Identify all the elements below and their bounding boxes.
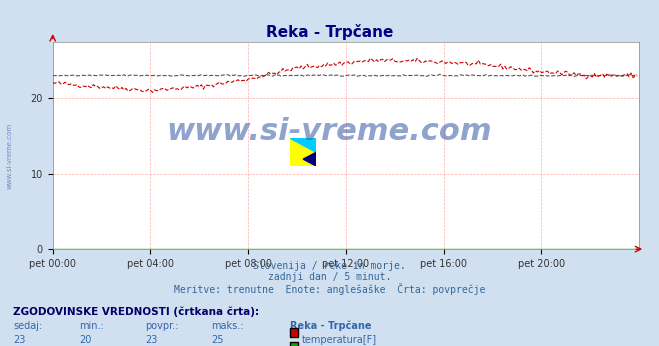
Text: temperatura[F]: temperatura[F]: [302, 335, 377, 345]
Text: zadnji dan / 5 minut.: zadnji dan / 5 minut.: [268, 272, 391, 282]
Polygon shape: [303, 152, 316, 166]
Text: maks.:: maks.:: [211, 321, 243, 331]
Text: 23: 23: [145, 335, 158, 345]
Text: ZGODOVINSKE VREDNOSTI (črtkana črta):: ZGODOVINSKE VREDNOSTI (črtkana črta):: [13, 306, 259, 317]
Text: Reka - Trpčane: Reka - Trpčane: [266, 24, 393, 40]
Text: Meritve: trenutne  Enote: anglešaške  Črta: povprečje: Meritve: trenutne Enote: anglešaške Črta…: [174, 283, 485, 295]
Text: 23: 23: [13, 335, 26, 345]
Text: 20: 20: [79, 335, 92, 345]
Polygon shape: [290, 138, 316, 166]
Text: 25: 25: [211, 335, 223, 345]
Text: min.:: min.:: [79, 321, 104, 331]
Text: sedaj:: sedaj:: [13, 321, 42, 331]
Text: www.si-vreme.com: www.si-vreme.com: [7, 122, 13, 189]
Text: Reka - Trpčane: Reka - Trpčane: [290, 321, 372, 331]
Polygon shape: [290, 138, 316, 152]
Text: Slovenija / reke in morje.: Slovenija / reke in morje.: [253, 261, 406, 271]
Text: www.si-vreme.com: www.si-vreme.com: [167, 117, 492, 146]
Text: povpr.:: povpr.:: [145, 321, 179, 331]
